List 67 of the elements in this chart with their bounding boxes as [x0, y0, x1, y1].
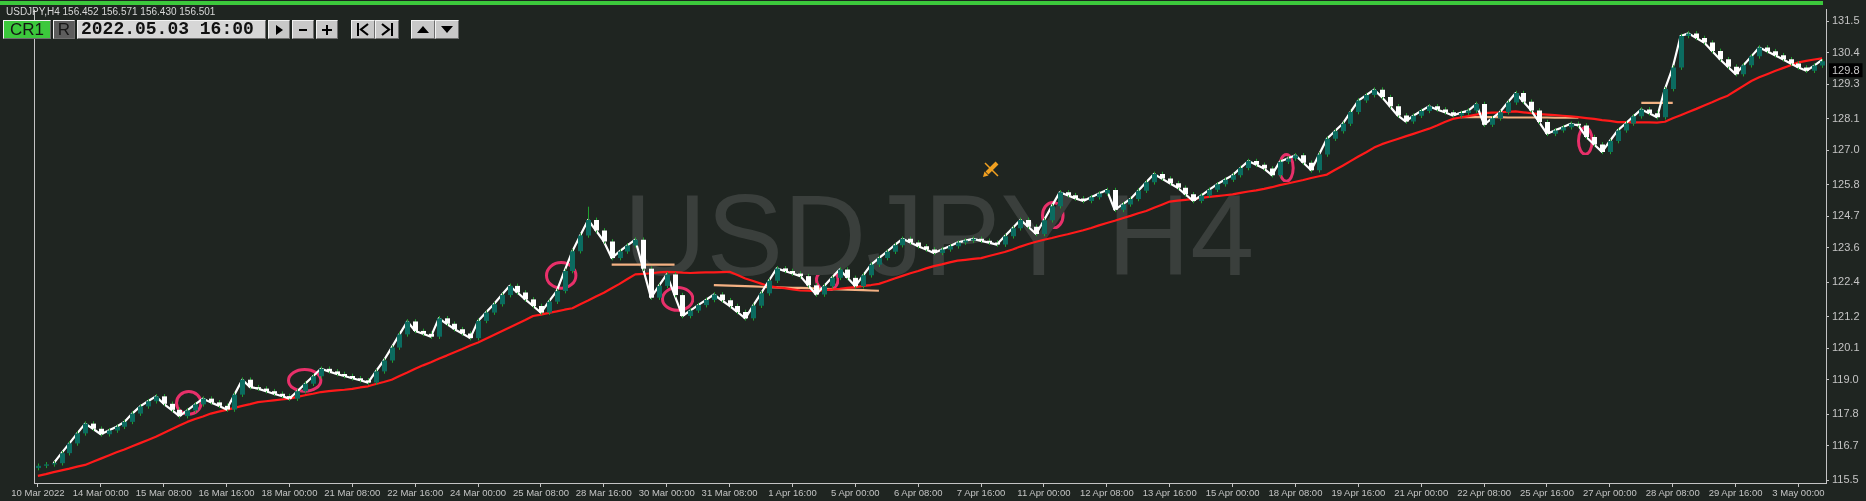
annotation: CR1	[9, 20, 44, 39]
y-tick-label: 129.3	[1832, 77, 1860, 90]
x-tick-label: 10 Mar 2022	[11, 487, 65, 499]
y-tick-label: 115.5	[1832, 473, 1859, 486]
x-tick-label: 12 Apr 08:00	[1079, 487, 1134, 499]
x-tick-label: 22 Mar 16:00	[387, 487, 444, 499]
x-tick-label: 19 Apr 16:00	[1331, 487, 1386, 499]
candlestick	[240, 376, 245, 398]
x-tick-label: 15 Apr 00:00	[1205, 487, 1260, 499]
y-tick-label: 130.4	[1832, 45, 1860, 58]
x-tick-label: 18 Apr 08:00	[1268, 487, 1323, 499]
x-tick-label: 1 Apr 16:00	[768, 487, 817, 499]
y-tick-label: 116.7	[1832, 438, 1859, 451]
candlestick	[570, 248, 575, 274]
x-tick-label: 7 Apr 16:00	[956, 487, 1006, 499]
candlestick	[1671, 64, 1676, 92]
candlestick	[476, 318, 481, 341]
y-tick-label: 123.6	[1832, 240, 1860, 253]
x-tick-label: 16 Mar 16:00	[198, 487, 255, 499]
y-tick-label: 122.4	[1832, 275, 1860, 288]
x-tick-label: 29 Apr 16:00	[1708, 487, 1763, 499]
x-tick-label: 27 Apr 00:00	[1582, 487, 1637, 499]
text: 129.8	[1832, 63, 1860, 76]
x-tick-label: 25 Apr 16:00	[1520, 487, 1574, 499]
candlestick	[232, 391, 237, 413]
x-tick-label: 22 Apr 08:00	[1457, 487, 1512, 499]
y-tick-label: 131.5	[1832, 14, 1860, 27]
candlestick	[437, 315, 442, 340]
candlestick	[1278, 158, 1283, 178]
y-tick-label: 117.8	[1832, 407, 1859, 420]
y-tick-label: 120.1	[1832, 341, 1860, 354]
candlestick	[1113, 187, 1118, 213]
button: R	[53, 20, 75, 39]
y-tick-label: 121.2	[1832, 309, 1860, 322]
candlestick	[1482, 101, 1487, 128]
x-tick-label: 30 Mar 00:00	[638, 487, 695, 499]
x-tick-label: 21 Mar 08:00	[324, 487, 381, 499]
candlestick	[578, 232, 583, 254]
x-tick-label: 18 Mar 00:00	[261, 487, 318, 499]
x-tick-label: 28 Apr 08:00	[1645, 487, 1700, 499]
x-tick-label: 15 Mar 08:00	[135, 487, 192, 499]
x-tick-label: 28 Mar 16:00	[575, 487, 632, 499]
y-tick-label: 119.0	[1832, 372, 1859, 385]
x-tick-label: 3 May 00:00	[1772, 487, 1825, 499]
candlestick	[610, 238, 615, 261]
chart-title: USDJPY,H4 156.452 156.571 156.430 156.501	[6, 6, 216, 18]
x-tick-label: 25 Mar 08:00	[512, 487, 569, 499]
candlestick	[586, 206, 591, 239]
y-tick-label: 125.8	[1832, 177, 1860, 190]
x-tick-label: 21 Apr 00:00	[1394, 487, 1449, 499]
date-field: 2022.05.03 16:00	[77, 20, 266, 39]
x-tick-label: 13 Apr 16:00	[1142, 487, 1197, 499]
y-tick-label: 127.0	[1832, 143, 1860, 156]
x-tick-label: 31 Mar 08:00	[701, 487, 758, 499]
x-tick-label: 14 Mar 00:00	[72, 487, 129, 499]
x-tick-label: 24 Mar 00:00	[450, 487, 507, 499]
x-tick-label: 11 Apr 00:00	[1017, 487, 1071, 499]
x-tick-label: 5 Apr 00:00	[831, 487, 880, 499]
y-tick-label: 124.7	[1832, 209, 1860, 222]
x-tick-label: 6 Apr 08:00	[893, 487, 943, 499]
candlestick	[1317, 151, 1322, 174]
candlestick	[563, 268, 568, 294]
annotation: R	[57, 20, 71, 39]
y-tick-label: 128.1	[1832, 111, 1860, 124]
candlestick	[680, 292, 685, 319]
button: CR1	[3, 20, 51, 39]
candlestick	[1325, 135, 1330, 158]
